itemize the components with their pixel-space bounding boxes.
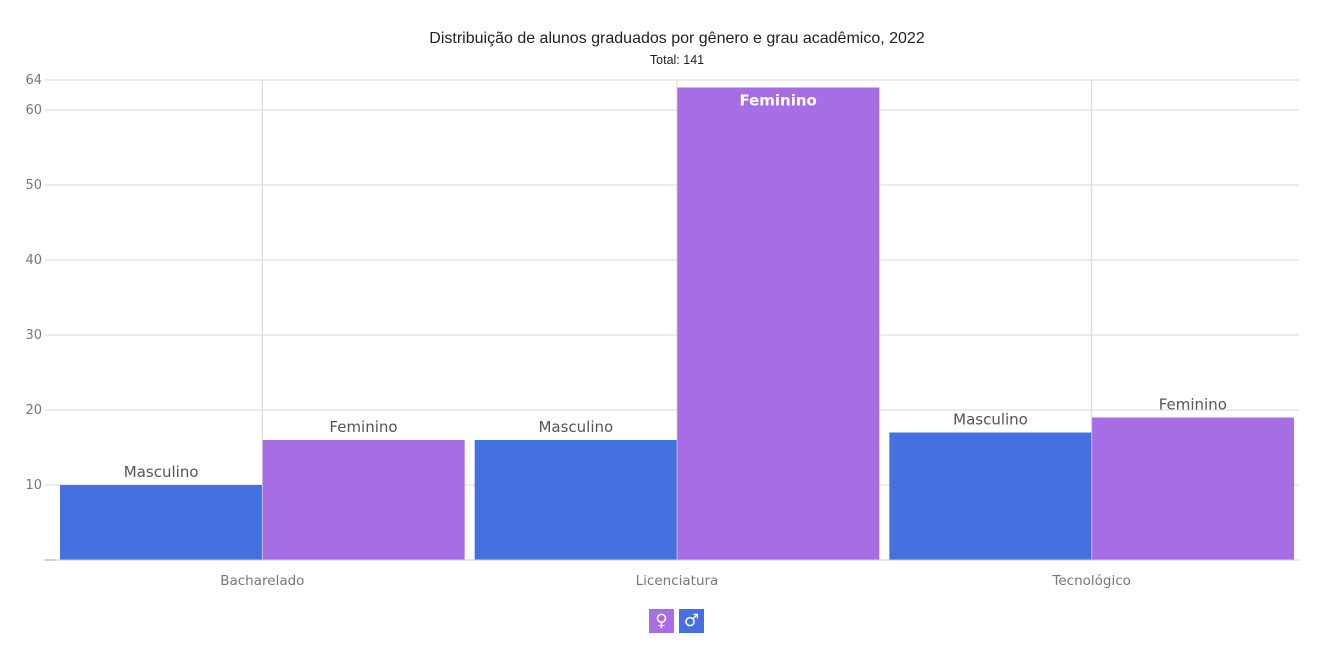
bar-masculino-licenciatura	[474, 440, 677, 560]
bar-feminino-bacharelado	[262, 440, 465, 560]
chart-title: Distribuição de alunos graduados por gên…	[429, 30, 925, 47]
y-tick-label: 64	[25, 73, 42, 88]
data-label: Masculino	[953, 411, 1028, 429]
y-tick-label: 60	[25, 103, 42, 118]
y-tick-label: 10	[25, 478, 42, 493]
y-tick-label: 20	[25, 403, 42, 418]
male-symbol-icon[interactable]: ♂	[679, 609, 704, 633]
x-tick-label: Licenciatura	[636, 573, 719, 589]
legend: ♀ ♂	[649, 609, 704, 633]
female-symbol-icon[interactable]: ♀	[649, 609, 674, 633]
data-label: Masculino	[124, 463, 199, 481]
data-label: Feminino	[1159, 396, 1227, 414]
y-tick-label: 30	[25, 328, 42, 343]
y-tick-label: 50	[25, 178, 42, 193]
x-tick-label: Tecnológico	[1051, 573, 1131, 589]
bar-feminino-tecnológico	[1091, 417, 1294, 560]
data-label: Feminino	[739, 92, 816, 110]
bar-feminino-licenciatura	[677, 87, 880, 560]
bar-masculino-bacharelado	[60, 485, 263, 560]
chart-subtitle: Total: 141	[649, 53, 705, 67]
x-tick-label: Bacharelado	[220, 573, 304, 589]
bar-masculino-tecnológico	[889, 432, 1092, 560]
data-label: Masculino	[538, 418, 613, 436]
y-tick-label: 40	[25, 253, 42, 268]
data-label: Feminino	[329, 418, 397, 436]
